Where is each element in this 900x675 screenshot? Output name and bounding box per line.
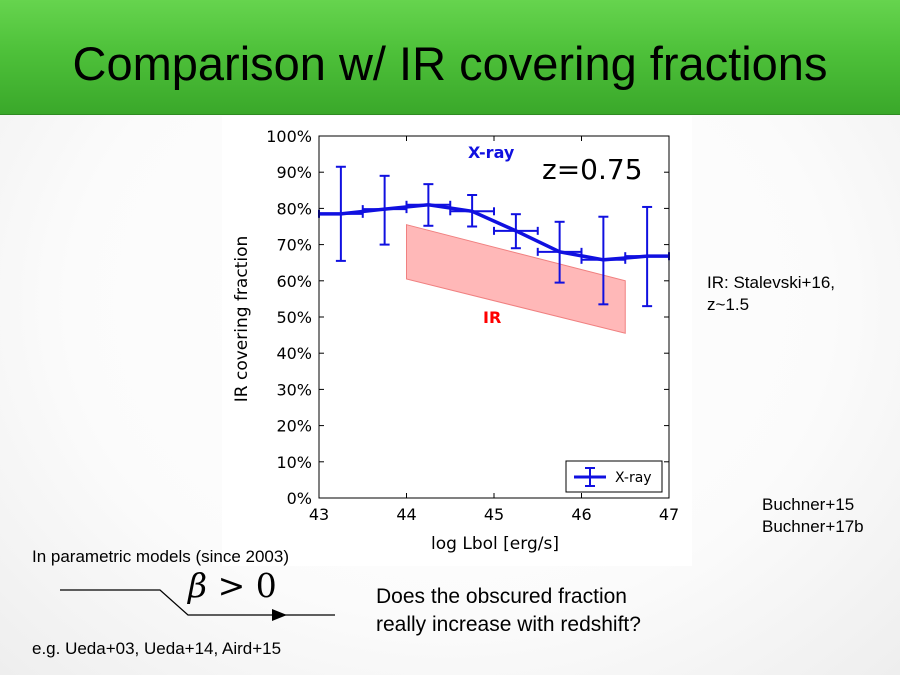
y-tick-label: 20% xyxy=(276,417,312,436)
y-tick-label: 100% xyxy=(266,127,312,146)
xray-line xyxy=(319,203,669,262)
covering-fraction-chart: 0% 10% 20% 30% 40% 50% 60% 70% 80% 90% 100% 43 44 45 4… xyxy=(232,127,679,554)
xray-series-label: X-ray xyxy=(468,143,515,162)
question-line2: really increase with redshift? xyxy=(376,613,641,636)
legend: X-ray xyxy=(565,460,663,493)
y-tick-label: 70% xyxy=(276,236,312,255)
citation-line2: Buchner+17b xyxy=(762,517,864,536)
citation-line1: Buchner+15 xyxy=(762,495,855,514)
y-tick-label: 40% xyxy=(276,344,312,363)
x-tick-label: 44 xyxy=(396,505,416,524)
ir-band xyxy=(406,224,626,334)
y-tick-label: 60% xyxy=(276,272,312,291)
ir-reference-line1: IR: Stalevski+16, xyxy=(707,273,836,292)
x-tick-label: 47 xyxy=(659,505,679,524)
y-axis-label: IR covering fraction xyxy=(232,236,252,402)
citation-note: Buchner+15 Buchner+17b xyxy=(762,494,864,538)
slide-title: Comparison w/ IR covering fractions xyxy=(72,37,828,90)
beta-symbol: β xyxy=(188,566,208,605)
y-tick-label: 10% xyxy=(276,453,312,472)
legend-label: X-ray xyxy=(615,470,652,486)
x-tick-label: 43 xyxy=(309,505,329,524)
y-tick-label: 90% xyxy=(276,163,312,182)
examples-note: e.g. Ueda+03, Ueda+14, Aird+15 xyxy=(32,639,282,658)
y-tick-label: 30% xyxy=(276,380,312,399)
x-tick-label: 45 xyxy=(484,505,504,524)
title-bar: Comparison w/ IR covering fractions xyxy=(0,0,900,115)
xray-series-layer xyxy=(318,165,670,308)
x-tick-label: 46 xyxy=(571,505,591,524)
chart-panel: 0% 10% 20% 30% 40% 50% 60% 70% 80% 90% 100% 43 44 45 4… xyxy=(222,116,692,566)
ir-series-label: IR xyxy=(483,308,501,327)
y-tick-label: 80% xyxy=(276,199,312,218)
y-tick-label: 0% xyxy=(287,489,312,508)
beta-condition: > 0 xyxy=(217,566,277,605)
parametric-models-note: In parametric models (since 2003) xyxy=(32,547,290,566)
redshift-annotation: z=0.75 xyxy=(542,153,643,186)
ir-reference-note: IR: Stalevski+16, z~1.5 xyxy=(707,272,835,316)
y-tick-label: 50% xyxy=(276,308,312,327)
question-line1: Does the obscured fraction xyxy=(376,585,627,608)
arrow-head xyxy=(272,609,287,621)
question-text: Does the obscured fraction really increa… xyxy=(376,583,641,639)
ir-reference-line2: z~1.5 xyxy=(707,295,750,314)
x-axis-label: log Lbol [erg/s] xyxy=(431,534,559,554)
increase-arrow xyxy=(60,589,335,621)
arrow-line xyxy=(60,589,335,616)
beta-formula: β > 0 xyxy=(188,566,277,605)
ir-band-layer xyxy=(406,224,626,334)
axes-layer: 0% 10% 20% 30% 40% 50% 60% 70% 80% 90% 100% 43 44 45 4… xyxy=(266,127,679,524)
